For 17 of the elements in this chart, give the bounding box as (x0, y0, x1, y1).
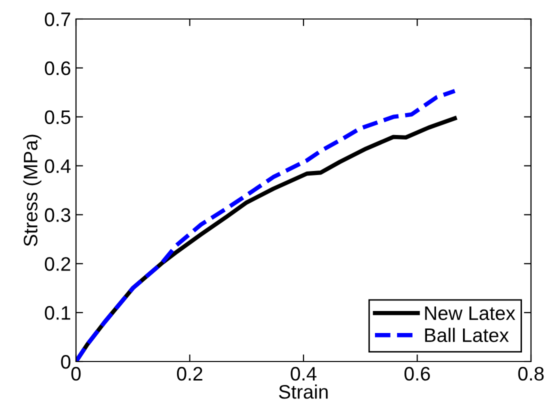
x-tick-label: 0 (71, 366, 81, 381)
legend-label: Ball Latex (425, 328, 509, 342)
y-tick-label: 0.7 (44, 12, 70, 26)
legend-label: New Latex (425, 306, 516, 320)
y-tick-label: 0.4 (44, 159, 71, 174)
y-tick-label: 0.3 (44, 208, 70, 222)
x-axis-title: Strain (278, 384, 328, 399)
y-tick-label: 0.5 (44, 110, 70, 124)
x-tick-label: 0.6 (404, 366, 430, 381)
x-tick-label: 0.4 (290, 366, 316, 381)
y-axis-title: Stress (MPa) (23, 134, 42, 246)
y-tick-label: 0.6 (44, 61, 70, 76)
y-tick-label: 0.1 (44, 306, 70, 320)
y-tick-label: 0 (61, 354, 70, 369)
y-tick-label: 0.2 (44, 257, 70, 271)
x-tick-label: 0.2 (176, 366, 202, 381)
x-tick-label: 0.8 (518, 366, 544, 381)
